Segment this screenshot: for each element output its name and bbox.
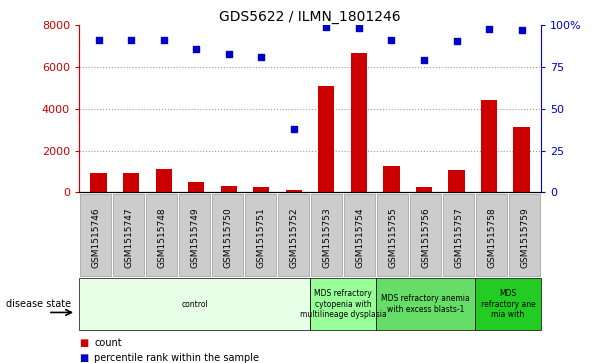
Point bbox=[94, 37, 103, 43]
Bar bbox=[286, 190, 302, 192]
Text: GSM1515758: GSM1515758 bbox=[487, 207, 496, 268]
Text: disease state: disease state bbox=[6, 299, 71, 309]
Text: GSM1515751: GSM1515751 bbox=[256, 207, 265, 268]
Bar bbox=[514, 127, 530, 192]
Point bbox=[192, 46, 201, 52]
Bar bbox=[91, 172, 106, 192]
Text: ■: ■ bbox=[79, 352, 88, 363]
Bar bbox=[318, 86, 334, 192]
Point bbox=[126, 37, 136, 43]
Point bbox=[354, 25, 364, 31]
Point bbox=[289, 126, 299, 132]
Text: GSM1515750: GSM1515750 bbox=[223, 207, 232, 268]
Text: GSM1515754: GSM1515754 bbox=[355, 207, 364, 268]
Text: MDS refractory
cytopenia with
multilineage dysplasia: MDS refractory cytopenia with multilinea… bbox=[300, 289, 387, 319]
Point bbox=[452, 38, 461, 44]
Text: GSM1515747: GSM1515747 bbox=[124, 207, 133, 268]
Text: GSM1515753: GSM1515753 bbox=[322, 207, 331, 268]
Bar bbox=[351, 53, 367, 192]
Bar bbox=[123, 172, 139, 192]
Bar bbox=[383, 166, 399, 192]
Text: GSM1515749: GSM1515749 bbox=[190, 207, 199, 268]
Text: MDS
refractory ane
mia with: MDS refractory ane mia with bbox=[481, 289, 536, 319]
Point bbox=[159, 37, 168, 42]
Text: GSM1515759: GSM1515759 bbox=[520, 207, 529, 268]
Text: control: control bbox=[181, 299, 208, 309]
Text: MDS refractory anemia
with excess blasts-1: MDS refractory anemia with excess blasts… bbox=[381, 294, 470, 314]
Point bbox=[517, 28, 527, 33]
Text: percentile rank within the sample: percentile rank within the sample bbox=[94, 352, 259, 363]
Bar bbox=[188, 182, 204, 192]
Text: GSM1515756: GSM1515756 bbox=[421, 207, 430, 268]
Bar bbox=[448, 171, 465, 192]
Text: GSM1515757: GSM1515757 bbox=[454, 207, 463, 268]
Point bbox=[257, 54, 266, 60]
Text: GSM1515755: GSM1515755 bbox=[388, 207, 397, 268]
Bar bbox=[156, 170, 172, 192]
Point bbox=[387, 37, 396, 42]
Text: GSM1515752: GSM1515752 bbox=[289, 207, 298, 268]
Bar bbox=[221, 185, 237, 192]
Bar bbox=[253, 187, 269, 192]
Text: GSM1515748: GSM1515748 bbox=[157, 207, 166, 268]
Point bbox=[419, 58, 429, 64]
Text: count: count bbox=[94, 338, 122, 348]
Point bbox=[224, 51, 233, 57]
Text: GSM1515746: GSM1515746 bbox=[91, 207, 100, 268]
Point bbox=[484, 26, 494, 32]
Bar bbox=[416, 187, 432, 192]
Text: ■: ■ bbox=[79, 338, 88, 348]
Point bbox=[322, 24, 331, 30]
Bar bbox=[481, 99, 497, 192]
Title: GDS5622 / ILMN_1801246: GDS5622 / ILMN_1801246 bbox=[219, 11, 401, 24]
